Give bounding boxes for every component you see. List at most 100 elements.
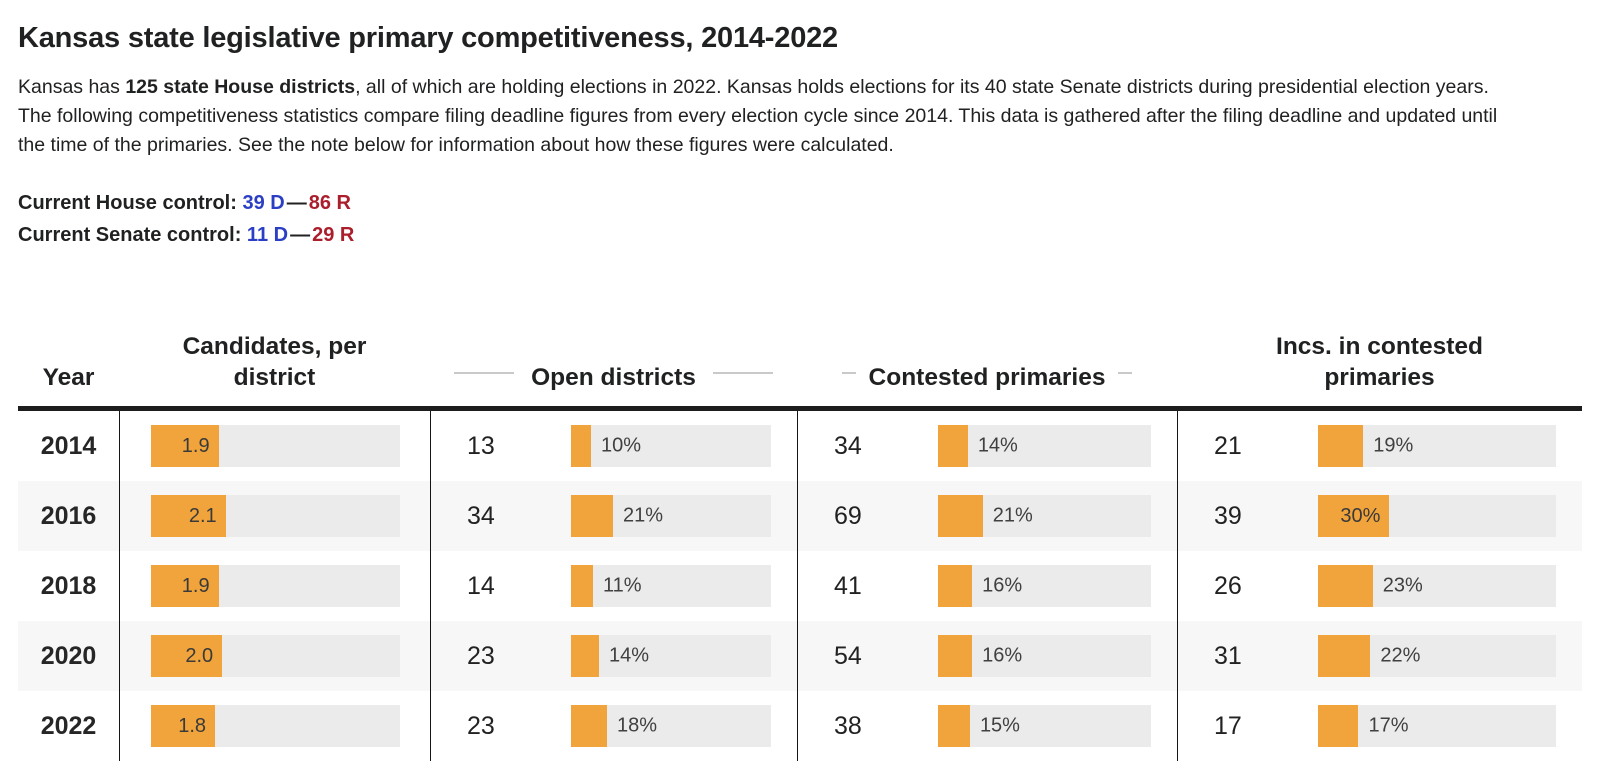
header-dash-right: [712, 372, 773, 374]
bar-value-label: 14%: [609, 644, 650, 667]
table-row: 2022 1.8 23 18% 38 15% 17 17%: [18, 691, 1582, 761]
open-districts-count: 13: [467, 431, 495, 460]
bar-value-label: 1.8: [178, 714, 207, 737]
column-header-candidates: Candidates, per district: [119, 331, 430, 393]
candidates-bar-track: 1.9: [151, 425, 400, 467]
open-districts-bar-fill: [571, 495, 613, 537]
senate-control-label: Current Senate control:: [18, 224, 242, 246]
column-header-incs: Incs. in contested primaries: [1177, 331, 1582, 393]
contested-primaries-cell: 38 15%: [797, 691, 1177, 761]
senate-rep-count: 29 R: [312, 224, 355, 246]
intro-text-bold: 125 state House districts: [125, 76, 356, 98]
page: Kansas state legislative primary competi…: [18, 22, 1582, 761]
open-districts-cell: 34 21%: [430, 481, 797, 551]
year-cell: 2020: [40, 641, 97, 670]
bar-value-label: 18%: [617, 714, 658, 737]
contested-primaries-bar-track: 14%: [938, 425, 1151, 467]
incs-contested-bar-fill: [1318, 635, 1371, 677]
candidates-cell: 2.1: [119, 481, 430, 551]
incs-contested-bar-track: 17%: [1318, 705, 1556, 747]
incs-contested-count: 26: [1214, 571, 1242, 600]
incs-contested-cell: 21 19%: [1177, 411, 1582, 481]
incs-contested-bar-track: 30%: [1318, 495, 1556, 537]
candidates-bar-track: 1.8: [151, 705, 400, 747]
incs-contested-count: 39: [1214, 501, 1242, 530]
open-districts-bar-fill: [571, 635, 599, 677]
open-districts-bar-track: 10%: [571, 425, 771, 467]
column-header-candidates-label: Candidates, per district: [182, 333, 367, 391]
table-row: 2016 2.1 34 21% 69 21% 39 30%: [18, 481, 1582, 551]
candidates-bar-track: 2.1: [151, 495, 400, 537]
table-row: 2014 1.9 13 10% 34 14% 21 19%: [18, 411, 1582, 481]
bar-value-label: 21%: [992, 504, 1033, 527]
header-dash-left: [454, 372, 515, 374]
candidates-bar-fill: 2.1: [151, 495, 226, 537]
contested-primaries-bar-track: 16%: [938, 565, 1151, 607]
open-districts-cell: 23 18%: [430, 691, 797, 761]
open-districts-cell: 14 11%: [430, 551, 797, 621]
candidates-bar-track: 2.0: [151, 635, 400, 677]
bar-value-label: 30%: [1340, 504, 1381, 527]
contested-primaries-bar-track: 21%: [938, 495, 1151, 537]
incs-contested-count: 21: [1214, 431, 1242, 460]
year-cell: 2022: [40, 711, 97, 740]
column-header-incs-label: Incs. in contested primaries: [1276, 333, 1483, 391]
bar-value-label: 22%: [1380, 644, 1421, 667]
open-districts-bar-fill: [571, 565, 593, 607]
contested-primaries-bar-fill: [938, 565, 973, 607]
contested-primaries-bar-fill: [938, 425, 968, 467]
candidates-bar-fill: 1.8: [151, 705, 216, 747]
open-districts-count: 14: [467, 571, 495, 600]
incs-contested-cell: 31 22%: [1177, 621, 1582, 691]
table-row: 2018 1.9 14 11% 41 16% 26 23%: [18, 551, 1582, 621]
contested-primaries-bar-track: 16%: [938, 635, 1151, 677]
intro-paragraph: Kansas has 125 state House districts, al…: [18, 73, 1520, 160]
column-header-open-label: Open districts: [531, 364, 696, 391]
incs-contested-cell: 39 30%: [1177, 481, 1582, 551]
year-cell: 2018: [40, 571, 97, 600]
house-control-separator: —: [286, 192, 307, 214]
house-rep-count: 86 R: [308, 192, 351, 214]
contested-primaries-bar-fill: [938, 495, 983, 537]
contested-primaries-cell: 54 16%: [797, 621, 1177, 691]
year-cell: 2014: [40, 431, 97, 460]
open-districts-bar-fill: [571, 705, 607, 747]
bar-value-label: 16%: [982, 644, 1023, 667]
column-header-open: Open districts: [430, 362, 797, 393]
candidates-bar-fill: 1.9: [151, 425, 219, 467]
incs-contested-bar-fill: 30%: [1318, 495, 1390, 537]
candidates-bar-fill: 1.9: [151, 565, 219, 607]
competitiveness-table: Year Candidates, per district Open distr…: [18, 297, 1582, 761]
table-row: 2020 2.0 23 14% 54 16% 31 22%: [18, 621, 1582, 691]
candidates-cell: 1.8: [119, 691, 430, 761]
contested-primaries-count: 54: [834, 641, 862, 670]
incs-contested-count: 31: [1214, 641, 1242, 670]
open-districts-bar-track: 11%: [571, 565, 771, 607]
table-body: 2014 1.9 13 10% 34 14% 21 19% 2016: [18, 406, 1582, 761]
senate-dem-count: 11 D: [246, 224, 289, 246]
incs-contested-bar-fill: [1318, 705, 1359, 747]
candidates-bar-track: 1.9: [151, 565, 400, 607]
column-header-year: Year: [18, 362, 119, 393]
intro-text-after: , all of which are holding elections in …: [18, 76, 1498, 156]
current-control-block: Current House control: 39 D —86 R Current…: [18, 187, 1582, 251]
column-header-contested-label: Contested primaries: [868, 364, 1106, 391]
bar-value-label: 16%: [982, 574, 1023, 597]
page-title: Kansas state legislative primary competi…: [18, 22, 838, 54]
table-header-row: Year Candidates, per district Open distr…: [18, 297, 1582, 406]
open-districts-count: 23: [467, 641, 495, 670]
contested-primaries-count: 38: [834, 711, 862, 740]
incs-contested-bar-track: 22%: [1318, 635, 1556, 677]
contested-primaries-count: 41: [834, 571, 862, 600]
open-districts-bar-track: 21%: [571, 495, 771, 537]
house-control-line: Current House control: 39 D —86 R: [18, 187, 1582, 219]
header-dash-left: [841, 372, 856, 374]
contested-primaries-count: 69: [834, 501, 862, 530]
incs-contested-bar-fill: [1318, 425, 1364, 467]
open-districts-bar-track: 14%: [571, 635, 771, 677]
bar-value-label: 1.9: [181, 434, 210, 457]
incs-contested-cell: 26 23%: [1177, 551, 1582, 621]
open-districts-count: 23: [467, 711, 495, 740]
header-dash-right: [1118, 372, 1133, 374]
contested-primaries-bar-fill: [938, 635, 973, 677]
